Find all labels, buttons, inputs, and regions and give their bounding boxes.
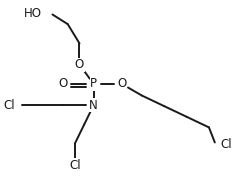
Text: N: N <box>89 99 98 112</box>
Text: Cl: Cl <box>221 138 232 151</box>
Text: O: O <box>117 77 126 91</box>
Text: HO: HO <box>24 7 42 20</box>
Text: P: P <box>90 77 97 91</box>
Text: O: O <box>75 58 84 71</box>
Text: Cl: Cl <box>3 99 15 112</box>
Text: O: O <box>58 77 68 91</box>
Text: Cl: Cl <box>69 158 81 172</box>
